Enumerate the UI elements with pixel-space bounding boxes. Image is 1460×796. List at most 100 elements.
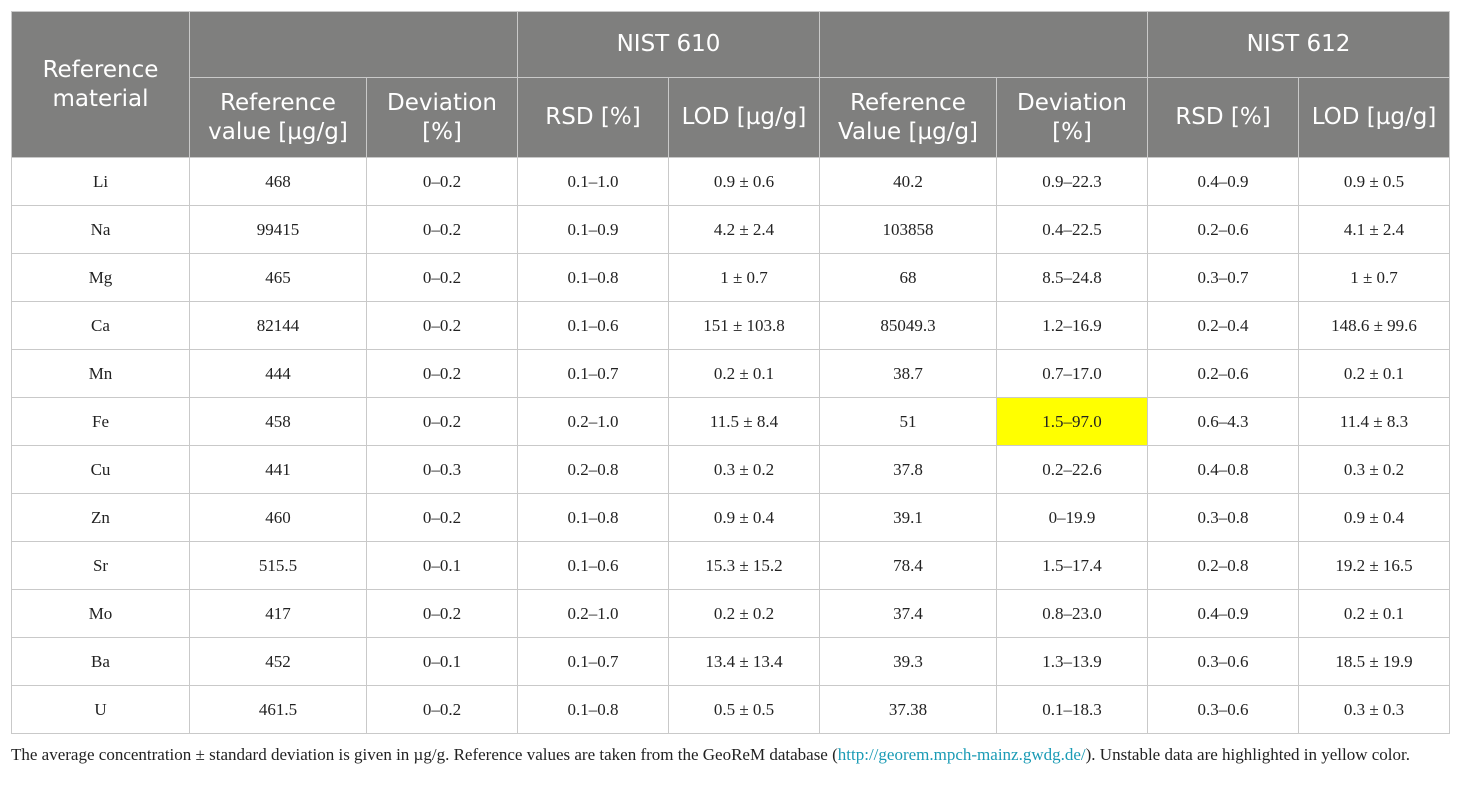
cell-lod612: 0.2 ± 0.1 [1298, 589, 1451, 638]
header-row-groups: Reference material NIST 610 NIST 612 [11, 11, 1451, 158]
cell-rsd610: 0.1–0.8 [517, 493, 669, 542]
cell-dev610: 0–0.1 [366, 541, 518, 590]
table-row: Mn 444 0–0.2 0.1–0.7 0.2 ± 0.1 38.7 0.7–17.0 0.… [11, 349, 1451, 398]
cell-dev610: 0–0.2 [366, 397, 518, 446]
header-rsd-610: RSD [%] [517, 77, 669, 158]
cell-rsd610: 0.1–0.8 [517, 253, 669, 302]
cell-ref610: 99415 [189, 205, 367, 254]
footnote-text-before: The average concentration ± standard dev… [11, 745, 838, 764]
header-deviation-610: Deviation [%] [366, 77, 518, 158]
cell-dev610: 0–0.2 [366, 157, 518, 206]
cell-rsd612: 0.3–0.6 [1147, 637, 1300, 686]
cell-ref610: 461.5 [189, 685, 367, 734]
cell-dev610: 0–0.1 [366, 637, 518, 686]
cell-dev612: 0–19.9 [996, 493, 1149, 542]
cell-dev610: 0–0.2 [366, 589, 518, 638]
table-row: Ba 452 0–0.1 0.1–0.7 13.4 ± 13.4 39.3 1.3–13.9… [11, 637, 1451, 686]
cell-rsd612: 0.2–0.4 [1147, 301, 1300, 350]
header-nist-612: NIST 612 [1147, 11, 1451, 78]
cell-ref612: 78.4 [819, 541, 998, 590]
cell-lod610: 0.3 ± 0.2 [667, 445, 821, 494]
cell-element: Ba [11, 637, 190, 686]
cell-rsd612: 0.2–0.8 [1147, 541, 1300, 590]
cell-lod610: 1 ± 0.7 [667, 253, 821, 302]
header-lod-610: LOD [µg/g] [667, 77, 821, 158]
cell-rsd612: 0.2–0.6 [1147, 349, 1300, 398]
cell-rsd610: 0.1–0.9 [517, 205, 669, 254]
cell-ref610: 417 [189, 589, 367, 638]
cell-lod612: 0.9 ± 0.4 [1298, 493, 1451, 542]
cell-element: Mn [11, 349, 190, 398]
cell-lod612: 19.2 ± 16.5 [1298, 541, 1451, 590]
cell-lod610: 0.2 ± 0.1 [667, 349, 821, 398]
cell-lod612: 0.2 ± 0.1 [1298, 349, 1451, 398]
cell-rsd612: 0.4–0.9 [1147, 157, 1300, 206]
cell-ref610: 460 [189, 493, 367, 542]
cell-dev612: 0.4–22.5 [996, 205, 1149, 254]
cell-rsd610: 0.2–1.0 [517, 397, 669, 446]
cell-lod610: 0.5 ± 0.5 [667, 685, 821, 734]
cell-ref610: 82144 [189, 301, 367, 350]
table-row: Fe 458 0–0.2 0.2–1.0 11.5 ± 8.4 51 1.5–97.0 0.6… [11, 397, 1451, 446]
reference-table: Reference material NIST 610 NIST 612 Ref… [11, 11, 1451, 734]
cell-lod612: 0.3 ± 0.2 [1298, 445, 1451, 494]
cell-element: U [11, 685, 190, 734]
cell-dev612: 1.5–97.0 [996, 397, 1149, 446]
cell-dev610: 0–0.3 [366, 445, 518, 494]
table-row: Mo 417 0–0.2 0.2–1.0 0.2 ± 0.2 37.4 0.8–23.0 0.… [11, 589, 1451, 638]
table-row: Ca 82144 0–0.2 0.1–0.6 151 ± 103.8 85049.3 1.2… [11, 301, 1451, 350]
cell-ref610: 465 [189, 253, 367, 302]
cell-lod612: 148.6 ± 99.6 [1298, 301, 1451, 350]
cell-ref612: 39.1 [819, 493, 998, 542]
cell-dev612: 0.8–23.0 [996, 589, 1149, 638]
cell-ref610: 441 [189, 445, 367, 494]
cell-dev612: 0.9–22.3 [996, 157, 1149, 206]
cell-lod610: 15.3 ± 15.2 [667, 541, 821, 590]
header-reference-value-612: Reference Value [µg/g] [819, 77, 998, 158]
cell-rsd610: 0.2–0.8 [517, 445, 669, 494]
cell-lod610: 4.2 ± 2.4 [667, 205, 821, 254]
header-empty-1 [189, 11, 518, 78]
cell-element: Cu [11, 445, 190, 494]
cell-lod610: 0.9 ± 0.6 [667, 157, 821, 206]
cell-lod612: 11.4 ± 8.3 [1298, 397, 1451, 446]
cell-lod610: 0.2 ± 0.2 [667, 589, 821, 638]
cell-ref610: 515.5 [189, 541, 367, 590]
cell-dev612: 8.5–24.8 [996, 253, 1149, 302]
cell-ref612: 37.4 [819, 589, 998, 638]
table-row: Sr 515.5 0–0.1 0.1–0.6 15.3 ± 15.2 78.4 1.5–17… [11, 541, 1451, 590]
cell-ref612: 40.2 [819, 157, 998, 206]
cell-dev610: 0–0.2 [366, 205, 518, 254]
table-header: Reference material NIST 610 NIST 612 Ref… [11, 11, 1451, 158]
cell-ref612: 39.3 [819, 637, 998, 686]
cell-lod612: 1 ± 0.7 [1298, 253, 1451, 302]
table-row: Cu 441 0–0.3 0.2–0.8 0.3 ± 0.2 37.8 0.2–22.6 0.… [11, 445, 1451, 494]
cell-dev610: 0–0.2 [366, 253, 518, 302]
table-body: Li 468 0–0.2 0.1–1.0 0.9 ± 0.6 40.2 0.9–22.3 0.… [11, 157, 1451, 734]
cell-rsd612: 0.3–0.7 [1147, 253, 1300, 302]
cell-rsd612: 0.3–0.8 [1147, 493, 1300, 542]
cell-ref612: 37.38 [819, 685, 998, 734]
footnote-text-after: ). Unstable data are highlighted in yell… [1085, 745, 1410, 764]
cell-rsd612: 0.6–4.3 [1147, 397, 1300, 446]
cell-dev612: 0.1–18.3 [996, 685, 1149, 734]
cell-dev612: 0.2–22.6 [996, 445, 1149, 494]
cell-ref612: 37.8 [819, 445, 998, 494]
cell-lod612: 18.5 ± 19.9 [1298, 637, 1451, 686]
cell-rsd612: 0.3–0.6 [1147, 685, 1300, 734]
georem-link[interactable]: http://georem.mpch-mainz.gwdg.de/ [837, 745, 1086, 764]
cell-rsd610: 0.2–1.0 [517, 589, 669, 638]
cell-lod610: 13.4 ± 13.4 [667, 637, 821, 686]
cell-rsd610: 0.1–1.0 [517, 157, 669, 206]
header-reference-value-610: Reference value [µg/g] [189, 77, 367, 158]
cell-element: Sr [11, 541, 190, 590]
table-row: Li 468 0–0.2 0.1–1.0 0.9 ± 0.6 40.2 0.9–22.3 0.… [11, 157, 1451, 206]
cell-rsd612: 0.2–0.6 [1147, 205, 1300, 254]
cell-element: Zn [11, 493, 190, 542]
table-row: U 461.5 0–0.2 0.1–0.8 0.5 ± 0.5 37.38 0.1–18.3… [11, 685, 1451, 734]
cell-ref612: 51 [819, 397, 998, 446]
cell-ref610: 468 [189, 157, 367, 206]
cell-dev610: 0–0.2 [366, 349, 518, 398]
cell-rsd612: 0.4–0.8 [1147, 445, 1300, 494]
cell-ref612: 38.7 [819, 349, 998, 398]
